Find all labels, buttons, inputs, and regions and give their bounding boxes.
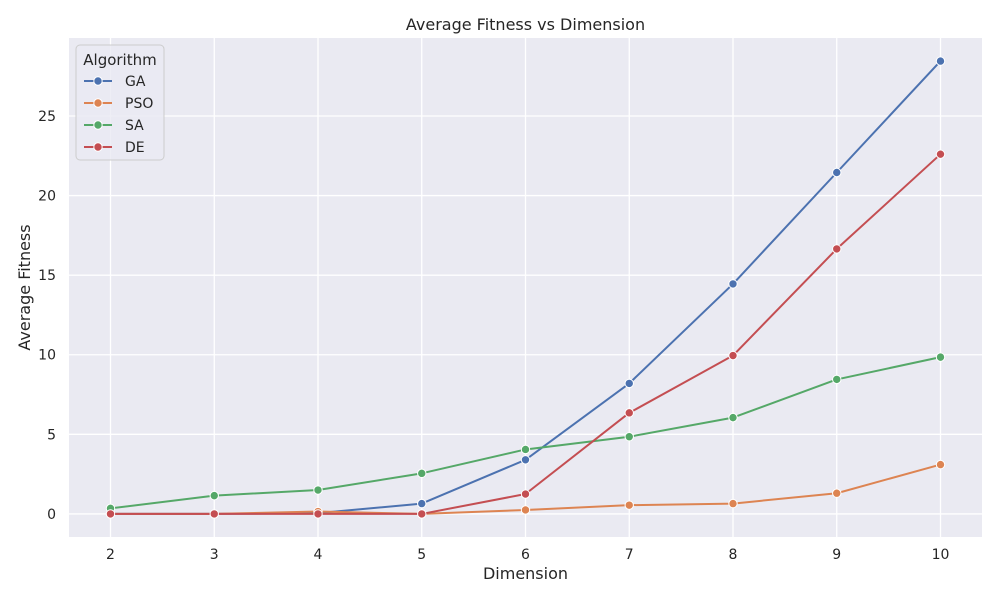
data-point-de bbox=[105, 509, 116, 519]
data-point-ga bbox=[935, 56, 946, 66]
legend-box bbox=[75, 44, 165, 161]
x-axis-label: Dimension bbox=[483, 564, 568, 583]
x-tick-label: 3 bbox=[210, 547, 219, 563]
series-sa bbox=[105, 352, 946, 514]
y-tick-labels: 0 5 10 15 20 25 bbox=[38, 109, 56, 523]
data-point-sa bbox=[935, 352, 946, 362]
x-tick-label: 10 bbox=[932, 547, 950, 563]
y-tick-label: 15 bbox=[38, 268, 56, 284]
data-point-de bbox=[313, 509, 323, 519]
data-point-ga bbox=[832, 167, 842, 178]
data-point-sa bbox=[209, 490, 219, 501]
data-point-de bbox=[935, 149, 946, 159]
y-tick-label: 25 bbox=[38, 109, 56, 125]
x-tick-labels: 2 3 4 5 6 7 8 9 10 bbox=[106, 547, 949, 563]
legend-marker bbox=[93, 142, 103, 152]
series-de bbox=[105, 149, 946, 519]
y-tick-label: 20 bbox=[38, 189, 56, 205]
legend-label: PSO bbox=[125, 96, 153, 112]
legend-marker bbox=[93, 76, 103, 86]
x-tick-label: 5 bbox=[417, 547, 426, 563]
y-tick-label: 5 bbox=[47, 427, 56, 443]
data-point-de bbox=[832, 244, 842, 254]
data-point-ga bbox=[417, 498, 427, 509]
chart-title: Average Fitness vs Dimension bbox=[406, 15, 645, 34]
y-tick-label: 0 bbox=[47, 507, 56, 523]
data-point-de bbox=[417, 509, 427, 519]
x-tick-label: 6 bbox=[521, 547, 530, 563]
data-point-sa bbox=[832, 374, 842, 385]
legend-label: DE bbox=[125, 140, 145, 156]
series-layer bbox=[105, 56, 946, 519]
data-point-ga bbox=[624, 378, 634, 389]
legend-items: GA PSO SA DE bbox=[84, 74, 153, 156]
x-tick-label: 7 bbox=[625, 547, 634, 563]
legend-marker bbox=[93, 98, 103, 108]
x-tick-label: 9 bbox=[832, 547, 841, 563]
legend-item-pso: PSO bbox=[84, 96, 153, 112]
data-point-pso bbox=[728, 498, 738, 509]
data-point-sa bbox=[520, 444, 531, 455]
data-point-sa bbox=[624, 432, 634, 442]
data-point-sa bbox=[728, 412, 738, 423]
x-tick-label: 4 bbox=[314, 547, 323, 563]
legend-title: Algorithm bbox=[83, 51, 156, 69]
data-point-pso bbox=[520, 505, 531, 515]
data-point-ga bbox=[728, 279, 738, 289]
data-point-de bbox=[520, 489, 531, 499]
y-tick-label: 10 bbox=[38, 348, 56, 364]
legend-item-ga: GA bbox=[84, 74, 146, 90]
legend-item-de: DE bbox=[84, 140, 145, 156]
legend-item-sa: SA bbox=[84, 118, 144, 134]
legend-label: SA bbox=[125, 118, 144, 134]
legend: Algorithm GA PSO SA DE bbox=[75, 44, 165, 161]
x-tick-label: 2 bbox=[106, 547, 115, 563]
data-point-sa bbox=[313, 485, 323, 495]
data-point-sa bbox=[417, 468, 427, 479]
data-point-de bbox=[624, 408, 634, 418]
data-point-ga bbox=[520, 455, 531, 465]
x-tick-label: 8 bbox=[729, 547, 738, 563]
data-point-de bbox=[209, 509, 219, 519]
legend-label: GA bbox=[125, 74, 146, 90]
data-point-de bbox=[728, 350, 738, 361]
data-point-pso bbox=[832, 488, 842, 498]
legend-marker bbox=[93, 120, 103, 130]
data-point-pso bbox=[624, 500, 634, 510]
data-point-pso bbox=[935, 459, 946, 470]
y-axis-label: Average Fitness bbox=[15, 224, 34, 350]
